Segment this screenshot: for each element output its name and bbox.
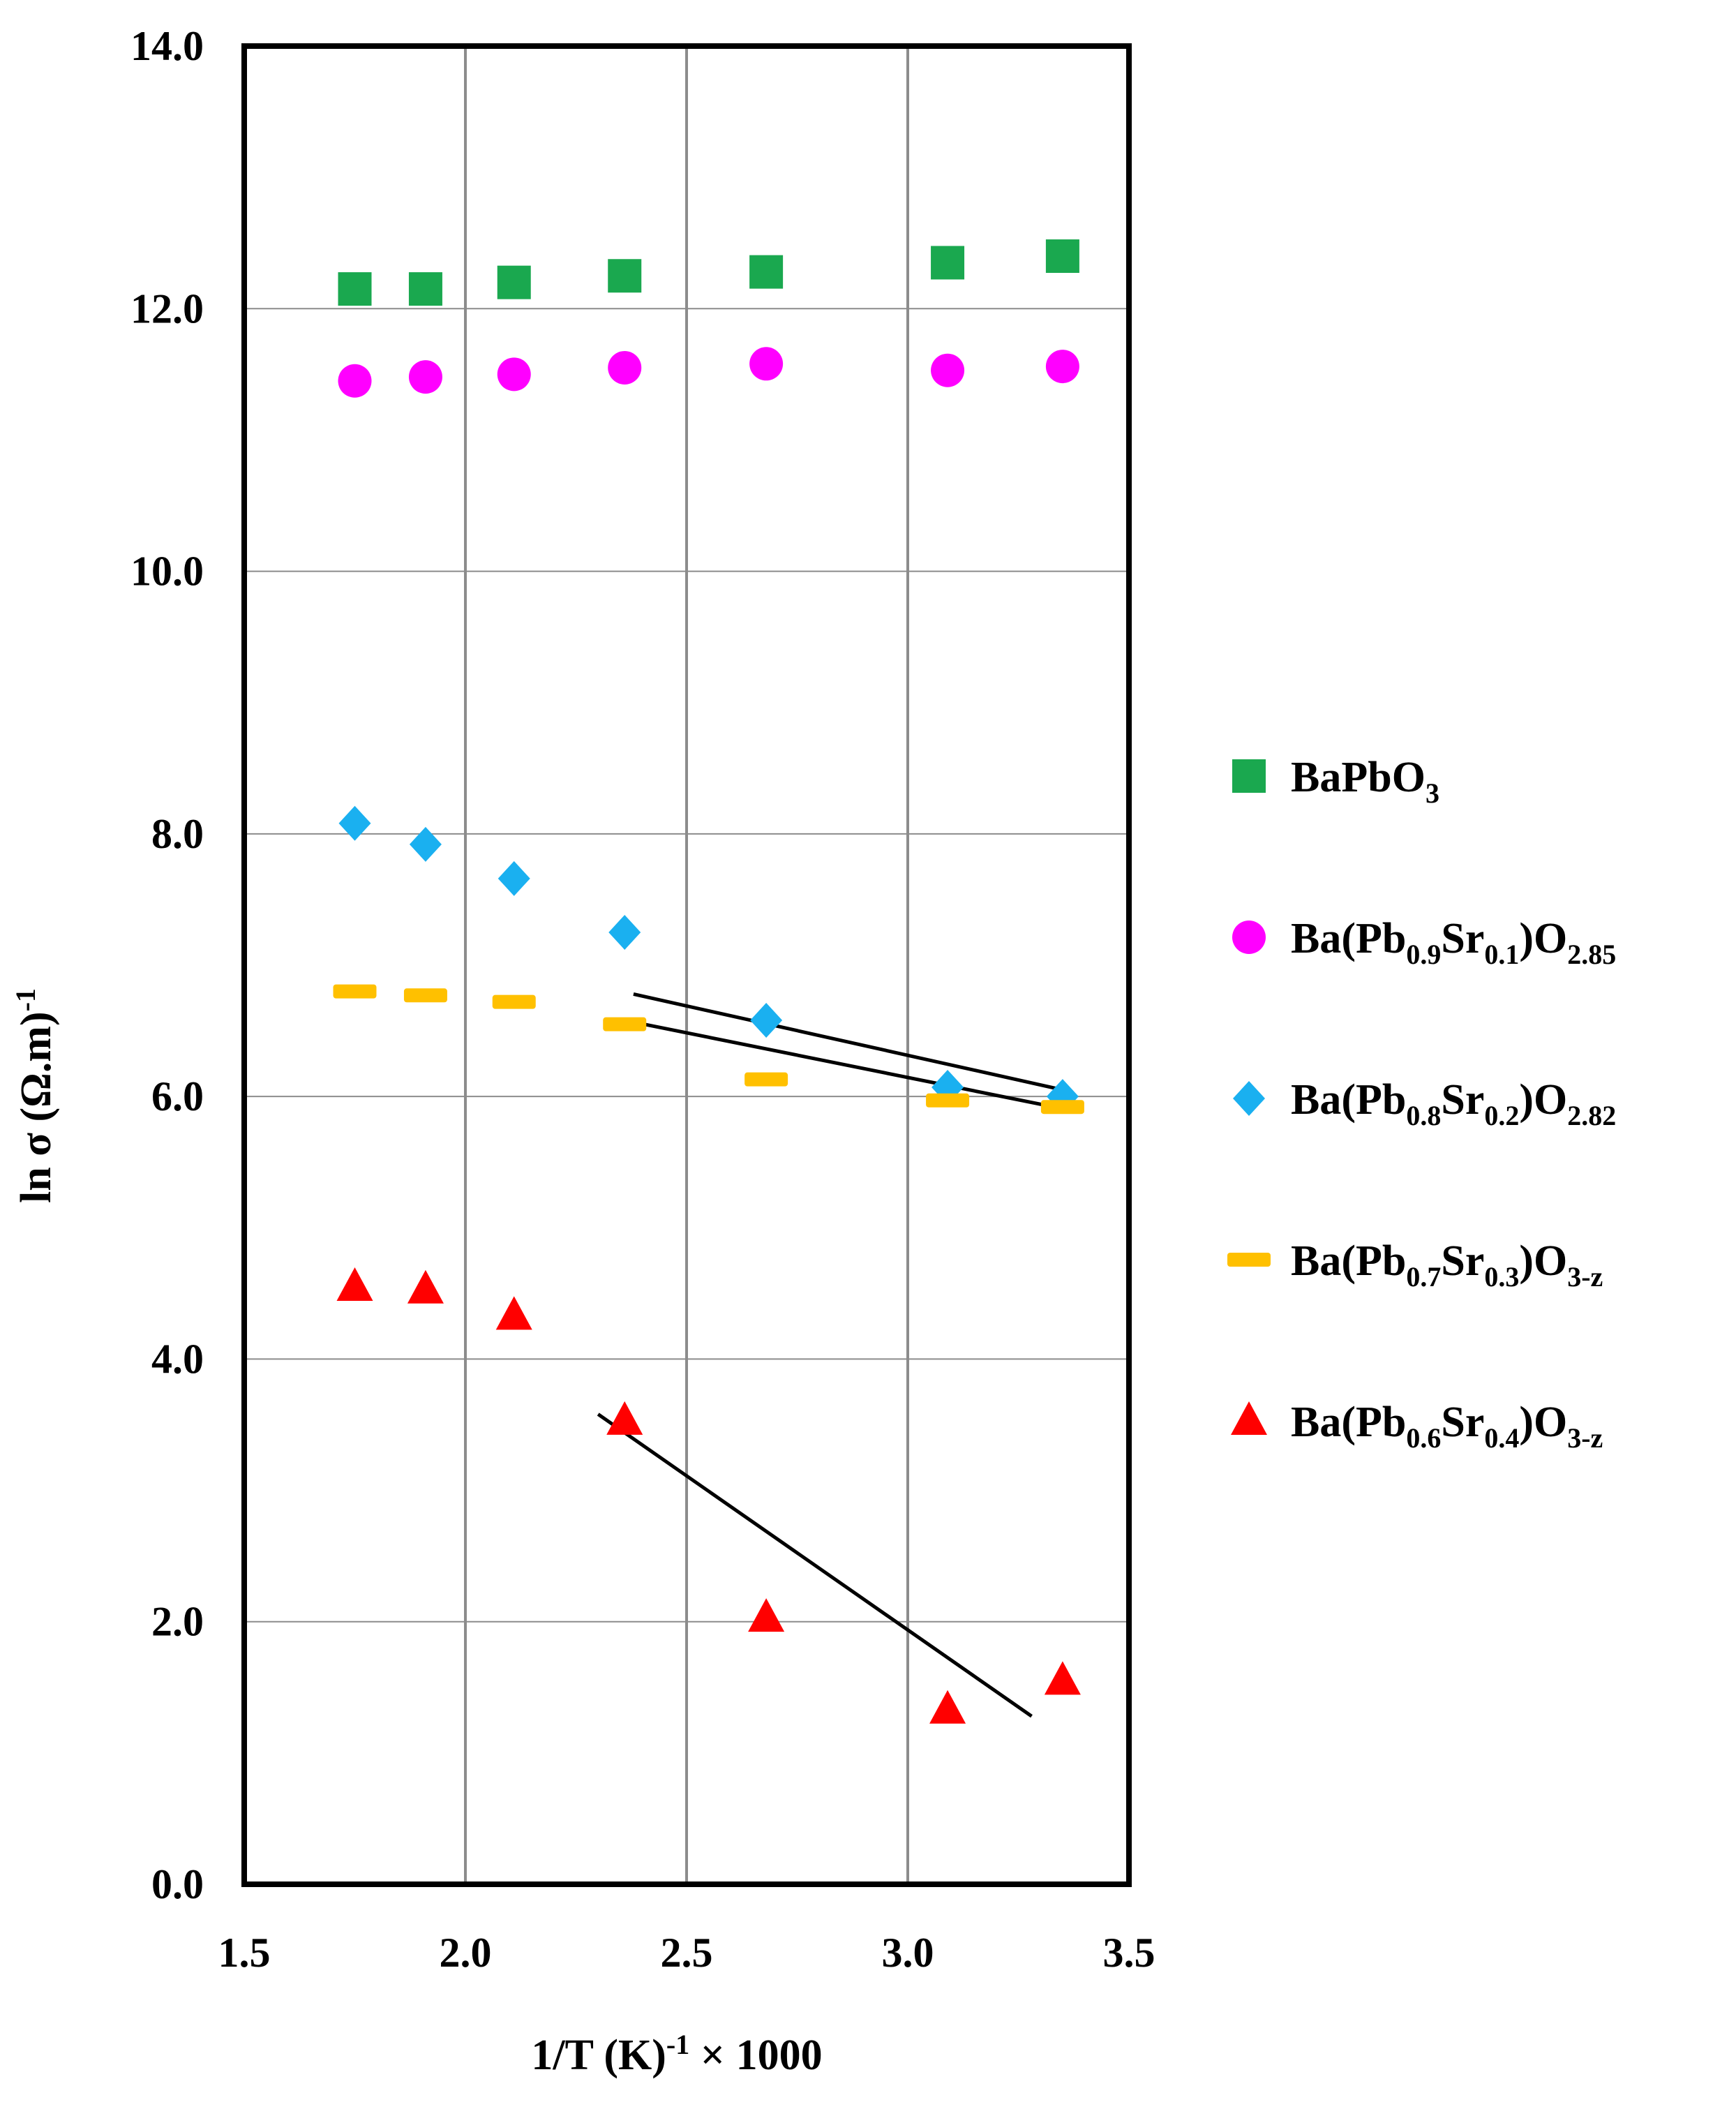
y-tick-label: 2.0 bbox=[151, 1599, 204, 1645]
square-point bbox=[497, 265, 531, 299]
dash-point bbox=[333, 984, 377, 999]
legend-item: BaPbO3 bbox=[1232, 754, 1439, 809]
circle-point bbox=[338, 364, 372, 398]
triangle-point bbox=[407, 1269, 444, 1304]
legend-label: Ba(Pb0.8Sr0.2)O2.82 bbox=[1291, 1076, 1616, 1131]
diamond-point bbox=[608, 914, 641, 950]
x-axis-title-suffix: × 1000 bbox=[689, 2032, 822, 2079]
y-tick-labels: 0.0 2.0 4.0 6.0 8.0 10.0 12.0 14.0 bbox=[130, 23, 204, 1907]
circle-point bbox=[1045, 350, 1079, 384]
legend-item: Ba(Pb0.6Sr0.4)O3-z bbox=[1231, 1399, 1603, 1454]
legend-triangle-marker bbox=[1231, 1401, 1267, 1435]
dash-point bbox=[603, 1017, 647, 1031]
plot-frame bbox=[241, 43, 1132, 1887]
triangle-point bbox=[606, 1401, 643, 1435]
y-axis-title: ln σ (Ω.m)-1 bbox=[10, 988, 60, 1203]
y-tick-label: 14.0 bbox=[130, 23, 204, 69]
fit-lines bbox=[597, 992, 1068, 1718]
fit-dash-line bbox=[624, 1018, 1068, 1112]
square-point bbox=[749, 255, 784, 289]
square-point bbox=[931, 246, 965, 280]
gridlines bbox=[244, 46, 1129, 1884]
x-axis-title-main: 1/T (K) bbox=[531, 2032, 666, 2079]
x-tick-label: 2.5 bbox=[661, 1930, 713, 1976]
x-axis-title-sup: -1 bbox=[666, 2029, 689, 2060]
square-point bbox=[608, 259, 642, 293]
triangle-point bbox=[1044, 1661, 1081, 1695]
circle-point bbox=[608, 350, 642, 385]
dash-point bbox=[744, 1072, 788, 1087]
y-axis-title-sup: -1 bbox=[10, 988, 41, 1011]
y-tick-label: 0.0 bbox=[151, 1861, 204, 1907]
y-tick-label: 6.0 bbox=[151, 1073, 204, 1119]
diamond-point bbox=[409, 826, 442, 862]
x-tick-labels: 1.5 2.0 2.5 3.0 3.5 bbox=[218, 1930, 1155, 1976]
series-square bbox=[338, 239, 1079, 306]
fit-diamond-line bbox=[633, 992, 1063, 1092]
legend-item: Ba(Pb0.8Sr0.2)O2.82 bbox=[1233, 1076, 1616, 1131]
triangle-point bbox=[929, 1690, 966, 1724]
legend-label: Ba(Pb0.7Sr0.3)O3-z bbox=[1291, 1237, 1603, 1292]
legend-item: Ba(Pb0.9Sr0.1)O2.85 bbox=[1232, 915, 1616, 970]
dash-point bbox=[1040, 1100, 1084, 1115]
series-circle bbox=[338, 347, 1079, 398]
triangle-point bbox=[748, 1598, 785, 1632]
y-tick-label: 8.0 bbox=[151, 811, 204, 857]
y-tick-label: 10.0 bbox=[130, 549, 204, 595]
series-dash bbox=[333, 984, 1084, 1115]
square-point bbox=[408, 272, 442, 306]
legend-label: BaPbO3 bbox=[1291, 754, 1439, 809]
x-tick-label: 2.0 bbox=[440, 1930, 492, 1976]
x-tick-label: 3.0 bbox=[882, 1930, 934, 1976]
triangle-point bbox=[495, 1296, 532, 1330]
circle-point bbox=[408, 360, 442, 394]
legend-label: Ba(Pb0.6Sr0.4)O3-z bbox=[1291, 1399, 1603, 1454]
fit-triangle-line bbox=[597, 1413, 1033, 1718]
square-point bbox=[1045, 239, 1079, 274]
x-axis-title: 1/T (K)-1 × 1000 bbox=[531, 2029, 822, 2079]
square-point bbox=[338, 272, 372, 306]
y-tick-label: 12.0 bbox=[130, 285, 204, 331]
legend-circle-marker bbox=[1232, 921, 1266, 954]
circle-point bbox=[931, 353, 965, 387]
diamond-point bbox=[338, 805, 371, 841]
y-tick-label: 4.0 bbox=[151, 1336, 204, 1382]
data-points bbox=[333, 239, 1084, 1724]
series-diamond bbox=[338, 805, 1079, 1115]
diamond-point bbox=[497, 860, 530, 896]
legend-dash-marker bbox=[1227, 1253, 1271, 1267]
series-triangle bbox=[336, 1267, 1081, 1724]
legend-item: Ba(Pb0.7Sr0.3)O3-z bbox=[1227, 1237, 1603, 1292]
diamond-point bbox=[750, 1003, 783, 1038]
dash-point bbox=[926, 1093, 970, 1108]
triangle-point bbox=[336, 1267, 373, 1301]
x-tick-label: 1.5 bbox=[218, 1930, 271, 1976]
legend: BaPbO3 Ba(Pb0.9Sr0.1)O2.85 Ba(Pb0.8Sr0.2)O… bbox=[1227, 754, 1616, 1454]
x-tick-label: 3.5 bbox=[1103, 1930, 1155, 1976]
y-axis-title-main: ln σ (Ω.m) bbox=[13, 1011, 60, 1203]
dash-point bbox=[492, 994, 536, 1009]
circle-point bbox=[749, 347, 784, 381]
legend-diamond-marker bbox=[1233, 1081, 1265, 1116]
legend-label: Ba(Pb0.9Sr0.1)O2.85 bbox=[1291, 915, 1616, 970]
dash-point bbox=[403, 988, 447, 1003]
circle-point bbox=[497, 357, 531, 392]
legend-square-marker bbox=[1232, 759, 1266, 793]
